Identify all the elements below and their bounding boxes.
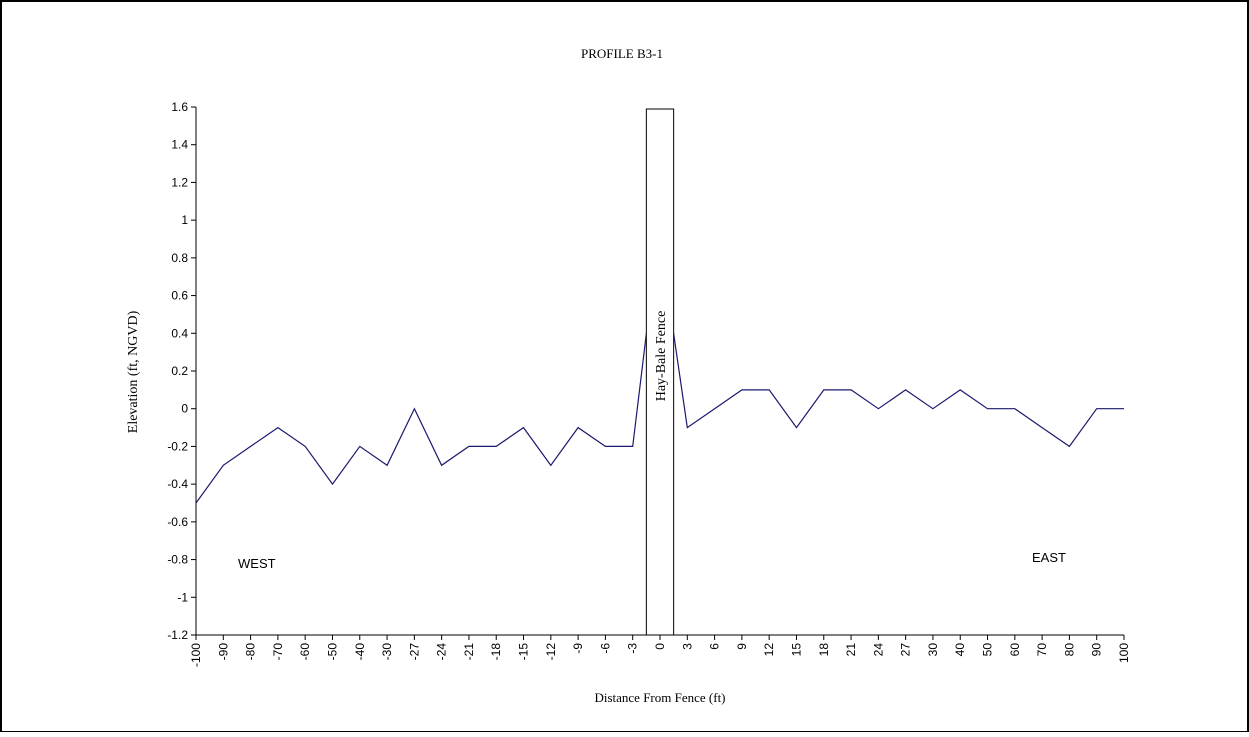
x-tick-label: 18 [817,643,831,657]
x-tick-label: 3 [680,643,694,650]
x-tick-label: 60 [1008,643,1022,657]
y-axis-label: Elevation (ft, NGVD) [126,310,141,433]
x-tick-label: -70 [271,643,285,661]
x-tick-label: 21 [844,643,858,657]
x-tick-label: 40 [953,643,967,657]
x-tick-label: -24 [435,643,449,661]
x-ticks: -100 -90 -80 -70 -60 -50 -40 -30 -27 -24 -21 -18 -15… [189,635,1131,667]
x-tick-label: 0 [653,643,667,650]
y-tick-label: 0.4 [171,326,188,340]
y-tick-label: -0.4 [167,477,188,491]
x-tick-label: 6 [708,643,722,650]
fence-label: Hay-Bale Fence [654,311,669,402]
x-tick-label: -30 [380,643,394,661]
x-tick-label: -50 [325,643,339,661]
y-tick-label: -0.8 [167,553,188,567]
hay-bale-fence-box [645,108,675,636]
x-tick-label: -15 [517,643,531,661]
y-tick-label: -0.2 [167,439,188,453]
x-tick-label: 27 [899,643,913,657]
x-tick-label: -90 [216,643,230,661]
y-tick-label: 1.4 [171,138,188,152]
x-tick-label: -80 [244,643,258,661]
west-label: WEST [238,556,276,571]
east-label: EAST [1032,550,1066,565]
x-tick-label: -100 [189,643,203,667]
x-tick-label: 50 [981,643,995,657]
x-axis-label: Distance From Fence (ft) [594,690,725,705]
y-tick-label: -1.2 [167,628,188,642]
y-tick-label: -0.6 [167,515,188,529]
x-tick-label: 9 [735,643,749,650]
x-tick-label: -27 [407,643,421,661]
chart-title: PROFILE B3-1 [581,46,663,61]
y-tick-label: 1.6 [171,100,188,114]
x-tick-label: 90 [1090,643,1104,657]
x-tick-label: -12 [544,643,558,661]
y-tick-label: 1 [181,213,188,227]
y-tick-label: 0.8 [171,251,188,265]
y-ticks: 1.6 1.4 1.2 1 0.8 0.6 0.4 0.2 0 -0.2 -0.4 -0.6 -0.8 -… [167,100,196,642]
y-tick-label: 0.6 [171,289,188,303]
y-tick-label: 0.2 [171,364,188,378]
x-tick-label: -21 [462,643,476,661]
x-tick-label: -9 [571,643,585,654]
x-tick-label: -3 [626,643,640,654]
x-tick-label: -6 [598,643,612,654]
x-tick-label: 100 [1117,643,1131,663]
x-tick-label: 24 [871,643,885,657]
x-tick-label: 70 [1035,643,1049,657]
x-tick-label: 80 [1062,643,1076,657]
x-tick-label: -18 [489,643,503,661]
y-tick-label: 0 [181,402,188,416]
x-tick-label: -40 [353,643,367,661]
x-tick-label: 15 [789,643,803,657]
x-tick-label: 30 [926,643,940,657]
y-tick-label: 1.2 [171,175,188,189]
x-tick-label: -60 [298,643,312,661]
y-tick-label: -1 [177,590,188,604]
x-tick-label: 12 [762,643,776,657]
